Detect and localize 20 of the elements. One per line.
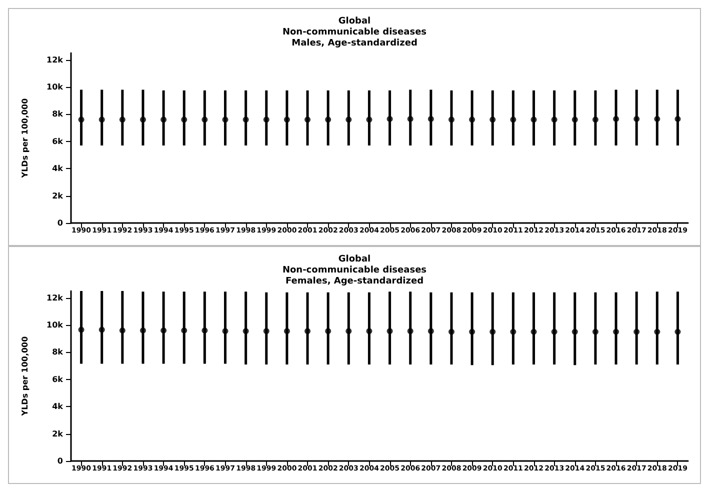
y-tick-label: 0 — [57, 218, 64, 228]
y-tick-label: 8k — [52, 348, 64, 357]
y-tick-label: 0 — [57, 456, 64, 466]
y-tick-label: 8k — [52, 110, 64, 119]
y-tick-label: 10k — [46, 320, 64, 330]
chart-subtitle: Non-communicable diseases Males, Age-standardized — [282, 28, 427, 48]
y-tick-label: 10k — [46, 82, 64, 92]
y-tick-label: 12k — [46, 293, 64, 302]
chart-title: Global — [338, 16, 371, 26]
y-tick-label: 6k — [52, 136, 64, 146]
y-tick-label: 2k — [52, 191, 64, 200]
y-tick-label: 4k — [52, 402, 64, 412]
y-axis-title: YLDs per 100,000 — [20, 336, 30, 417]
chart-subtitle: Non-communicable diseases Females, Age-standardized — [282, 266, 427, 286]
y-tick-label: 6k — [52, 374, 64, 384]
chart-title: Global — [338, 254, 371, 264]
y-tick-label: 4k — [52, 164, 64, 174]
y-axis-title: YLDs per 100,000 — [20, 98, 30, 179]
y-tick-label: 2k — [52, 429, 64, 438]
y-tick-label: 12k — [46, 55, 64, 64]
